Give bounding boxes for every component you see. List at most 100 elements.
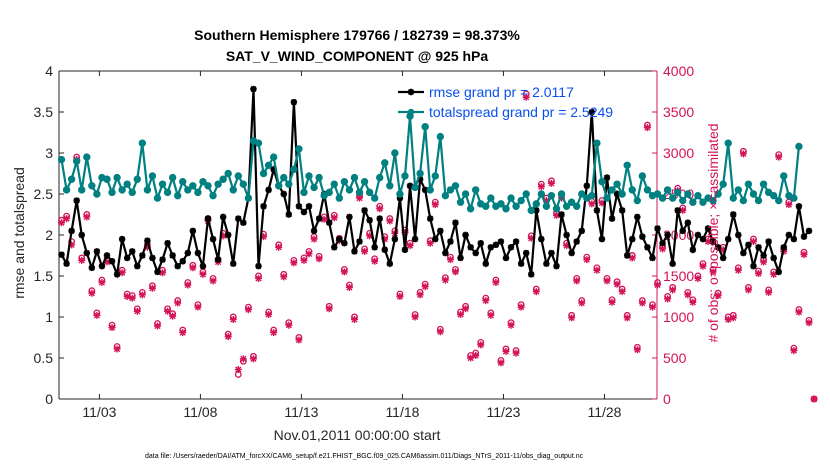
obs-assimilated-marker — [153, 322, 161, 330]
x-axis-label: Nov.01,2011 00:00:00 start — [274, 427, 441, 443]
rmse-point — [381, 246, 388, 253]
rmse-point — [442, 249, 449, 257]
totalspread-point — [204, 182, 212, 190]
totalspread-point — [471, 186, 480, 194]
obs-assimilated-marker — [234, 365, 242, 373]
totalspread-point — [593, 139, 601, 147]
rmse-point — [416, 176, 424, 183]
totalspread-point — [618, 190, 626, 198]
rmse-point — [305, 203, 313, 210]
rmse-point — [745, 241, 752, 249]
totalspread-point — [381, 159, 389, 167]
obs-assimilated-marker — [300, 256, 308, 264]
totalspread-point — [138, 139, 147, 147]
totalspread-point — [360, 178, 369, 186]
totalspread-point — [709, 196, 717, 205]
rmse-point — [457, 254, 464, 262]
obs-assimilated-marker — [93, 311, 101, 319]
rmse-point — [184, 249, 191, 257]
totalspread-point — [290, 165, 298, 174]
rmse-point — [563, 231, 570, 239]
y-tick-label-left: 0.5 — [34, 350, 54, 366]
obs-assimilated-marker — [775, 153, 783, 161]
obs-assimilated-marker — [654, 281, 662, 289]
rmse-point — [775, 268, 782, 276]
obs-assimilated-marker — [285, 321, 293, 329]
rmse-point — [760, 252, 767, 259]
rmse-point — [103, 252, 111, 259]
obs-assimilated-marker — [426, 239, 434, 247]
rmse-point — [230, 260, 237, 267]
obs-assimilated-marker — [770, 270, 778, 278]
totalspread-point — [532, 200, 540, 208]
obs-assimilated-marker — [724, 315, 732, 323]
rmse-point — [219, 213, 227, 221]
rmse-point — [290, 98, 298, 106]
rmse-point — [598, 235, 606, 243]
totalspread-point — [370, 194, 379, 202]
totalspread-point — [335, 194, 344, 202]
totalspread-point — [658, 194, 667, 202]
totalspread-point — [330, 180, 338, 188]
totalspread-point — [608, 186, 616, 194]
y-tick-label-right: 3500 — [663, 104, 694, 120]
rmse-point — [790, 235, 798, 243]
totalspread-point — [189, 182, 197, 190]
rmse-point — [765, 238, 772, 245]
totalspread-point — [689, 198, 697, 206]
legend: rmse grand pr = 2.0117 totalspread grand … — [398, 84, 613, 120]
rmse-point — [467, 244, 474, 251]
rmse-point — [639, 233, 646, 240]
obs-assimilated-marker — [679, 206, 687, 214]
obs-assimilated-marker — [598, 199, 606, 207]
rmse-point — [270, 166, 277, 173]
obs-assimilated-marker — [174, 299, 182, 307]
obs-assimilated-marker — [371, 257, 379, 265]
obs-assimilated-marker — [290, 259, 298, 267]
obs-assimilated-marker — [133, 307, 141, 315]
rmse-point — [149, 254, 156, 262]
rmse-point — [634, 213, 641, 221]
obs-assimilated-marker — [179, 329, 187, 337]
totalspread-point — [754, 196, 763, 205]
rmse-point — [482, 260, 489, 267]
obs-assimilated-marker — [199, 270, 207, 278]
y-tick-label-left: 3.5 — [34, 104, 54, 120]
obs-assimilated-marker — [558, 194, 566, 202]
rmse-point — [366, 217, 373, 224]
rmse-point — [487, 244, 495, 251]
rmse-point — [558, 211, 565, 218]
totalspread-point — [507, 194, 515, 202]
obs-assimilated-marker — [547, 179, 555, 187]
obs-assimilated-marker — [78, 256, 86, 264]
obs-assimilated-marker — [411, 313, 419, 321]
rmse-point — [376, 215, 383, 222]
obs-assimilated-marker — [633, 346, 641, 354]
totalspread-point — [275, 182, 283, 190]
totalspread-point — [679, 196, 687, 205]
rmse-point — [624, 252, 631, 259]
totalspread-point — [254, 139, 263, 147]
totalspread-point — [300, 188, 308, 197]
obs-assimilated-marker — [209, 277, 217, 285]
totalspread-point — [123, 180, 131, 188]
obs-assimilated-marker — [492, 279, 500, 287]
rmse-point — [326, 219, 333, 226]
rmse-point — [209, 235, 217, 243]
obs-assimilated-marker — [744, 286, 752, 294]
rmse-point — [295, 203, 303, 210]
totalspread-point — [143, 186, 152, 194]
rmse-point — [214, 256, 222, 263]
totalspread-point — [729, 194, 737, 202]
rmse-point — [351, 248, 358, 255]
obs-assimilated-marker — [507, 321, 515, 329]
totalspread-point — [376, 173, 384, 182]
rmse-point — [144, 237, 151, 244]
rmse-point — [780, 244, 787, 251]
rmse-point — [644, 244, 651, 251]
totalspread-point — [699, 198, 707, 206]
rmse-point — [98, 262, 106, 270]
totalspread-point — [173, 191, 182, 200]
obs-assimilated-marker — [184, 281, 192, 289]
totalspread-point — [613, 180, 621, 188]
